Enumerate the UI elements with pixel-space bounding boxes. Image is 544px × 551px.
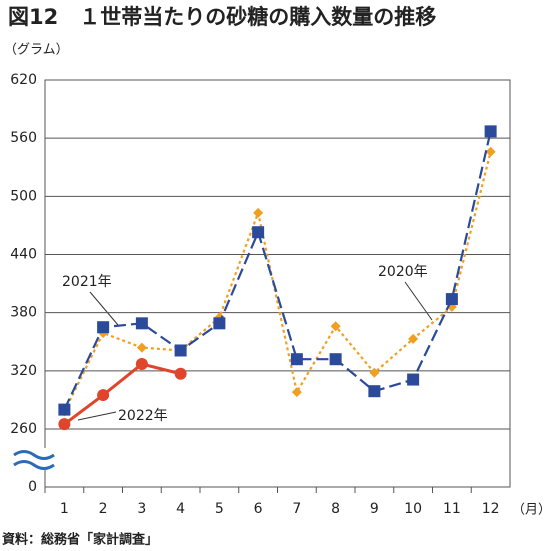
marker [136, 342, 147, 353]
y-axis-label: （グラム） [4, 43, 69, 58]
y-tick-label: 440 [10, 247, 37, 263]
marker [485, 146, 496, 157]
x-tick-label: 7 [292, 501, 301, 517]
marker [213, 317, 226, 330]
x-tick-label: 3 [137, 501, 146, 517]
legend-2021: 2021年 [62, 274, 112, 290]
leader-line [404, 281, 433, 321]
marker [252, 226, 265, 239]
x-axis-label: （月） [512, 503, 544, 518]
marker [407, 373, 420, 386]
legend-2022: 2022年 [118, 408, 168, 424]
marker [97, 389, 110, 402]
x-tick-label: 5 [215, 501, 224, 517]
marker [174, 367, 187, 380]
marker [329, 353, 342, 366]
marker [408, 333, 419, 344]
y-tick-label: 560 [10, 130, 37, 146]
plot-frame [44, 79, 511, 488]
x-tick-label: 1 [60, 501, 69, 517]
y-tick-label: 620 [10, 72, 37, 88]
marker [135, 317, 148, 330]
source: 資料：総務省「家計調査」 [2, 532, 158, 548]
x-tick-label: 2 [99, 501, 108, 517]
y-tick-label: 380 [10, 305, 37, 321]
chart-title: 図12 １世帯当たりの砂糖の購入数量の推移 [8, 5, 436, 29]
y-tick-label: 500 [10, 188, 37, 204]
y-tick-label: 260 [10, 421, 37, 437]
x-tick-label: 4 [176, 501, 185, 517]
series-line [63, 131, 492, 411]
marker [253, 207, 264, 218]
x-tick-label: 10 [404, 501, 422, 517]
marker [135, 358, 148, 371]
y-tick-label: 320 [10, 363, 37, 379]
marker [330, 321, 341, 332]
leader-line [77, 411, 117, 421]
marker [291, 387, 302, 398]
marker [174, 344, 187, 357]
series-line [63, 151, 492, 413]
x-tick-label: 9 [370, 501, 379, 517]
series-line [63, 362, 181, 426]
x-tick-label: 12 [482, 501, 500, 517]
y-tick-label: 0 [28, 479, 37, 495]
marker [58, 403, 71, 416]
axis-break-bg [13, 448, 63, 470]
marker [58, 418, 71, 431]
marker [484, 125, 497, 138]
marker [368, 385, 381, 398]
marker [369, 367, 380, 378]
x-tick-label: 11 [443, 501, 461, 517]
x-tick-label: 8 [331, 501, 340, 517]
leader-line [89, 291, 119, 326]
legend-2020: 2020年 [378, 264, 428, 280]
x-tick-label: 6 [254, 501, 263, 517]
axis-break [13, 450, 55, 470]
marker [97, 321, 110, 334]
marker [445, 293, 458, 306]
marker [290, 353, 303, 366]
